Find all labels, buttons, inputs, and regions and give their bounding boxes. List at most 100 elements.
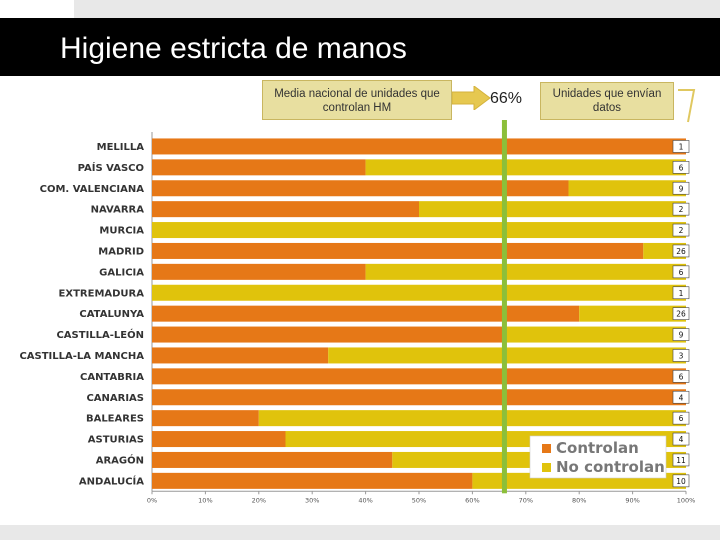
x-tick-label: 30%: [305, 496, 319, 504]
x-tick-label: 0%: [147, 496, 157, 504]
unit-count-box: [672, 307, 690, 320]
unit-count-label: 4: [679, 393, 684, 402]
unit-count-label: 6: [679, 414, 684, 423]
x-tick-label: 90%: [625, 496, 639, 504]
x-tick-label: 10%: [198, 496, 212, 504]
title-bar: [0, 18, 720, 76]
unit-count-box: [672, 140, 690, 153]
x-tick-label: 50%: [412, 496, 426, 504]
bar-controlan: [152, 410, 259, 427]
unit-count-label: 1: [679, 142, 684, 151]
unit-count-label: 11: [676, 456, 686, 465]
mean-callout: Media nacional de unidades que controlan…: [262, 80, 452, 120]
unit-count-box: [672, 453, 690, 467]
units-callout: Unidades que envían datos: [540, 82, 674, 120]
bar-controlan: [152, 138, 686, 155]
x-tick-label: 60%: [465, 496, 479, 504]
bottom-strip: [0, 525, 720, 540]
category-label: MADRID: [98, 246, 144, 257]
legend-label-no-controlan: No controlan: [556, 458, 665, 476]
bar-controlan: [152, 368, 686, 385]
legend-swatch-no-controlan: [542, 463, 551, 472]
unit-count-box: [672, 411, 690, 425]
category-label: CANTABRIA: [80, 372, 144, 383]
unit-count-box: [672, 244, 690, 258]
x-tick-label: 70%: [519, 496, 533, 504]
bar-no-controlan: [258, 410, 686, 427]
unit-count-label: 26: [676, 310, 686, 319]
bar-controlan: [152, 389, 686, 406]
category-label: ARAGÓN: [96, 453, 144, 466]
bar-controlan: [152, 326, 505, 343]
bar-controlan: [152, 431, 286, 448]
unit-count-box: [672, 161, 690, 174]
unit-count-box: [672, 265, 690, 279]
bar-controlan: [152, 201, 419, 218]
x-tick-label: 20%: [252, 496, 266, 504]
mean-line: [501, 120, 507, 494]
bar-no-controlan: [568, 180, 686, 197]
category-label: GALICIA: [99, 267, 144, 278]
category-label: MURCIA: [99, 226, 144, 237]
category-label: CASTILLA-LEÓN: [56, 328, 144, 341]
bar-no-controlan: [152, 284, 686, 301]
unit-count-label: 6: [679, 268, 684, 277]
bar-controlan: [152, 347, 329, 364]
x-tick-label: 40%: [358, 496, 372, 504]
category-label: COM. VALENCIANA: [40, 184, 145, 195]
bar-no-controlan: [365, 159, 686, 176]
unit-count-box: [672, 286, 690, 300]
category-label: MELILLA: [97, 142, 145, 153]
arrow-right-icon: [452, 86, 491, 110]
bar-controlan: [152, 305, 580, 322]
unit-count-label: 1: [679, 289, 684, 298]
unit-count-label: 3: [679, 351, 684, 360]
page-title: Higiene estricta de manos: [60, 32, 407, 65]
unit-count-box: [672, 474, 690, 488]
bar-no-controlan: [365, 263, 686, 280]
category-label: CATALUNYA: [79, 309, 144, 320]
bar-no-controlan: [328, 347, 686, 364]
category-label: EXTREMADURA: [59, 288, 145, 299]
bar-controlan: [152, 242, 644, 259]
bar-no-controlan: [419, 201, 686, 218]
category-label: CASTILLA-LA MANCHA: [19, 351, 144, 362]
category-label: ASTURIAS: [88, 435, 144, 446]
bar-controlan: [152, 472, 473, 489]
category-label: ANDALUCÍA: [79, 474, 144, 487]
unit-count-label: 6: [679, 372, 684, 381]
unit-count-box: [672, 432, 690, 446]
unit-count-label: 10: [676, 477, 686, 486]
stacked-bar-chart: MELILLA 1 PAÍS VASCO 6 COM. VALENCIANA 9 NAVAR…: [19, 120, 696, 504]
category-label: PAÍS VASCO: [78, 161, 144, 174]
unit-count-box: [672, 390, 690, 404]
category-label: BALEARES: [86, 414, 144, 425]
unit-count-box: [672, 181, 690, 195]
unit-count-box: [672, 328, 690, 341]
bar-no-controlan: [504, 326, 686, 343]
category-label: NAVARRA: [91, 205, 145, 216]
unit-count-label: 9: [679, 331, 684, 340]
unit-count-label: 9: [679, 184, 684, 193]
top-strip: [74, 0, 720, 18]
unit-count-label: 4: [679, 435, 684, 444]
legend-label-controlan: Controlan: [556, 439, 639, 457]
bar-controlan: [152, 263, 366, 280]
x-tick-label: 100%: [677, 496, 696, 504]
mean-value-label: 66%: [490, 90, 523, 107]
unit-count-box: [672, 349, 690, 362]
unit-count-box: [672, 223, 690, 237]
bar-controlan: [152, 451, 393, 468]
unit-count-box: [672, 202, 690, 216]
x-tick-label: 80%: [572, 496, 586, 504]
unit-count-label: 2: [679, 226, 684, 235]
unit-count-box: [672, 370, 690, 383]
legend-box: [529, 435, 667, 479]
bracket-line-icon: [678, 89, 696, 123]
category-label: CANARIAS: [86, 393, 144, 404]
unit-count-label: 6: [679, 163, 684, 172]
unit-count-label: 2: [679, 205, 684, 214]
legend-swatch-controlan: [542, 444, 551, 453]
bar-controlan: [152, 159, 366, 176]
bar-no-controlan: [152, 222, 686, 239]
